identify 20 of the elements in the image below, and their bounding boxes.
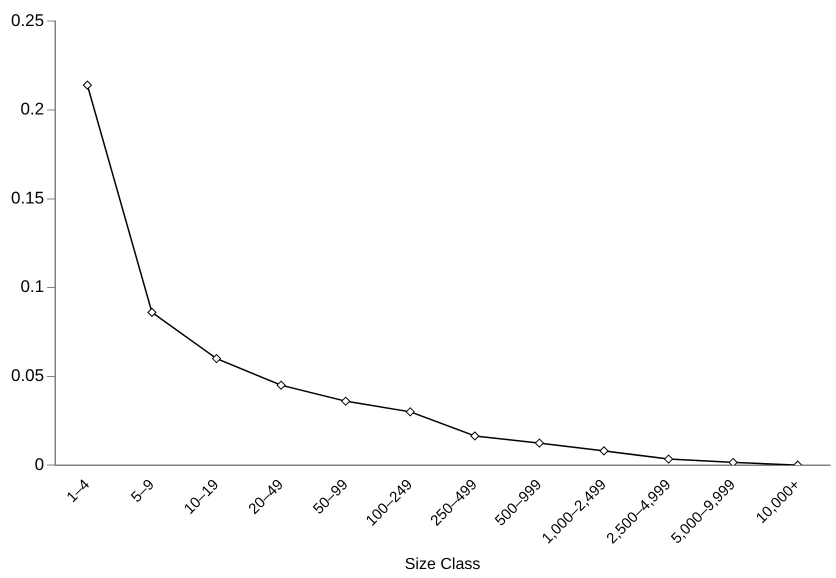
point [728, 458, 738, 466]
x-tick-label: 1–4 [63, 476, 94, 506]
point [341, 396, 350, 406]
point [82, 80, 92, 90]
y-tick-label: 0.1 [20, 277, 44, 296]
y-tick-label: 0.15 [10, 188, 44, 208]
y-tick-label: 0.2 [20, 100, 44, 119]
point [406, 407, 415, 416]
x-axis-title: Size Class [404, 556, 480, 573]
point [212, 354, 222, 364]
point [147, 308, 156, 317]
point [470, 431, 480, 440]
point [276, 380, 286, 390]
x-tick-label: 5–9 [128, 476, 158, 506]
y-tick-label: 0.05 [10, 366, 44, 385]
y-tick-label: 0 [34, 454, 44, 474]
y-tick-label: 0.25 [10, 10, 44, 30]
point [599, 446, 608, 456]
point [534, 438, 544, 448]
point [664, 454, 674, 464]
